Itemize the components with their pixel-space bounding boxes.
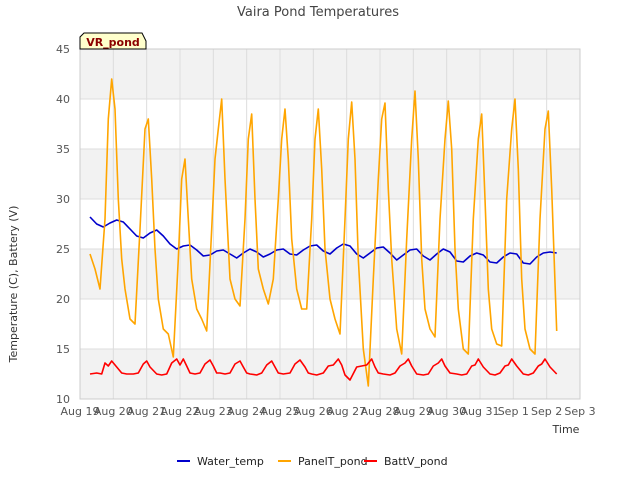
y-tick-label: 15: [56, 343, 70, 356]
x-axis-title: Time: [552, 423, 580, 436]
x-tick-label: Aug 21: [127, 405, 166, 418]
x-tick-label: Sep 2: [531, 405, 562, 418]
x-tick-label: Sep 3: [564, 405, 595, 418]
y-tick-label: 45: [56, 43, 70, 56]
x-tick-label: Aug 26: [294, 405, 333, 418]
plot-band: [80, 199, 580, 249]
series-line-panelt-pond: [89, 78, 558, 387]
x-tick-label: Aug 28: [361, 405, 400, 418]
series-line-water-temp: [89, 216, 557, 265]
x-tick-label: Aug 22: [161, 405, 200, 418]
y-tick-label: 35: [56, 143, 70, 156]
site-badge-box: [79, 32, 147, 50]
site-badge: VR_pond: [79, 32, 147, 50]
x-tick-label: Aug 27: [327, 405, 366, 418]
x-tick-label: Aug 19: [61, 405, 100, 418]
x-tick-label: Sep 1: [498, 405, 529, 418]
plot-band: [80, 149, 580, 199]
site-badge-label: VR_pond: [86, 36, 140, 49]
y-axis-title: Temperature (C), Battery (V): [7, 206, 20, 364]
chart-title: Vaira Pond Temperatures: [237, 5, 399, 20]
plot-band: [80, 99, 580, 149]
x-tick-label: Aug 30: [427, 405, 466, 418]
y-tick-label: 20: [56, 293, 70, 306]
series-lines: [89, 78, 558, 387]
x-tick-label: Aug 20: [94, 405, 133, 418]
y-tick-label: 30: [56, 193, 70, 206]
x-tick-label: Aug 25: [261, 405, 300, 418]
legend: Water_temp PanelT_pond BattV_pond: [177, 455, 448, 468]
legend-label: Water_temp: [197, 455, 264, 468]
plot-band: [80, 299, 580, 349]
plot-background-bands: [80, 49, 580, 399]
legend-label: PanelT_pond: [298, 455, 368, 468]
x-tick-label: Aug 23: [194, 405, 233, 418]
plot-band: [80, 49, 580, 99]
plot-band: [80, 349, 580, 399]
y-tick-label: 10: [56, 393, 70, 406]
x-tick-label: Aug 24: [227, 405, 266, 418]
y-axis-ticks: 10 15 20 25 30 35 40 45: [56, 43, 70, 406]
y-tick-label: 40: [56, 93, 70, 106]
legend-label: BattV_pond: [384, 455, 448, 468]
x-tick-label: Aug 29: [394, 405, 433, 418]
y-tick-label: 25: [56, 243, 70, 256]
plot-band: [80, 249, 580, 299]
series-line-battv-pond: [89, 358, 558, 381]
x-tick-label: Aug 31: [461, 405, 500, 418]
plot-frame: [79, 48, 581, 400]
